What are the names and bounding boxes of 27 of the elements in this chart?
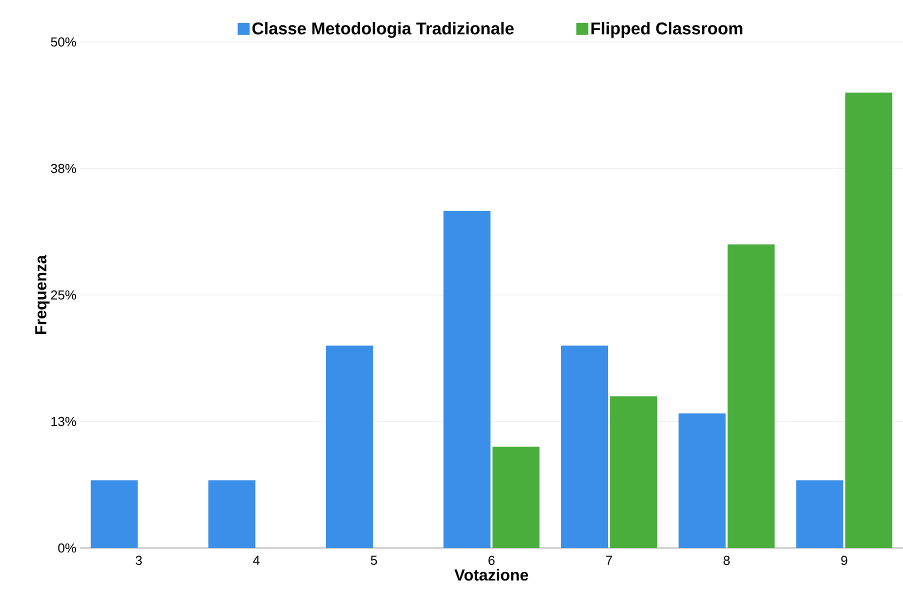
y-tick-label: 13%: [51, 416, 76, 426]
y-tick-label: 0%: [58, 543, 76, 553]
bar: [845, 92, 892, 548]
bar: [561, 346, 608, 548]
x-tick-label: 3: [136, 556, 142, 566]
x-tick-label: 6: [488, 556, 495, 566]
x-axis-title: Votazione: [454, 568, 528, 581]
x-tick-label: 9: [841, 556, 848, 566]
legend-label: Flipped Classroom: [591, 22, 742, 38]
bar: [678, 413, 726, 548]
x-tick-label: 7: [606, 556, 612, 565]
x-tick-label: 5: [370, 556, 377, 565]
bar: [443, 211, 490, 548]
y-tick-label: 25%: [51, 290, 76, 300]
bar: [796, 480, 844, 548]
bar: [610, 396, 658, 548]
y-tick-label: 50%: [50, 37, 76, 47]
bar: [492, 446, 540, 548]
x-tick-label: 8: [724, 556, 730, 566]
y-axis-title: Frequenza: [35, 254, 50, 334]
legend-label: Classe Metodologia Tradizionale: [252, 22, 514, 38]
bar: [90, 480, 138, 548]
bar: [326, 346, 373, 548]
bar: [728, 244, 775, 548]
y-tick-label: 38%: [50, 164, 76, 174]
bar: [208, 480, 256, 548]
x-tick-label: 4: [253, 556, 260, 565]
